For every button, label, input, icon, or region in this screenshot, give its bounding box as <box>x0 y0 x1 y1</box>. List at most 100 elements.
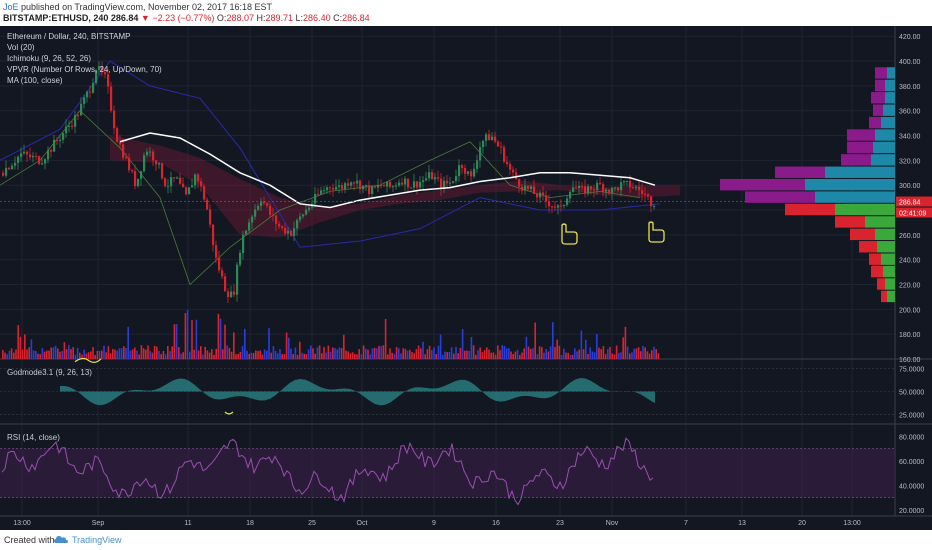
time-tick-label: 7 <box>684 520 688 527</box>
candle-body <box>86 91 89 98</box>
chart-canvas[interactable]: 420.00 400.00 380.00 360.00 340.00 320.00 300.… <box>0 26 932 530</box>
volume-bar <box>373 347 376 359</box>
candle-body <box>251 216 254 223</box>
volume-bar <box>580 330 583 359</box>
volume-bar <box>10 348 13 359</box>
legend-vpvr[interactable]: VPVR (Number Of Rows, 24, Up/Down, 70) <box>7 65 162 74</box>
candle-body <box>353 182 356 184</box>
candle-body <box>167 186 170 188</box>
candle-body <box>344 183 347 190</box>
vpvr-up-bar <box>875 129 895 141</box>
volume-bar <box>259 350 261 359</box>
volume-bar <box>351 352 354 359</box>
candle-body <box>179 177 182 184</box>
volume-bar <box>648 353 651 359</box>
candle-body <box>632 187 635 189</box>
price-tick-label: 260.00 <box>899 233 921 240</box>
volume-bar <box>266 350 268 359</box>
volume-bar <box>446 352 448 359</box>
volume-bar <box>26 349 28 359</box>
volume-bar <box>292 354 294 359</box>
volume-bar <box>492 352 495 359</box>
open-label: O: <box>216 13 227 23</box>
volume-bar <box>329 351 332 359</box>
author-link[interactable]: JoE <box>3 2 19 12</box>
time-tick-label: 13:00 <box>13 520 31 527</box>
volume-bar <box>378 345 380 359</box>
vpvr-down-bar <box>850 228 875 241</box>
candle-body <box>497 141 500 147</box>
footer: Created with TradingView <box>0 530 932 550</box>
volume-bar <box>490 352 492 359</box>
volume-bar <box>519 354 521 359</box>
candle-body <box>20 153 23 157</box>
candle-body <box>173 177 176 179</box>
chart-area[interactable]: 420.00 400.00 380.00 360.00 340.00 320.00 300.… <box>0 26 932 530</box>
volume-bar <box>635 348 638 359</box>
volume-bar <box>107 346 110 359</box>
volume-bar <box>508 348 510 359</box>
candle-body <box>266 203 269 206</box>
rsi-tick-label: 40.0000 <box>899 483 924 490</box>
volume-bar <box>479 347 481 359</box>
tradingview-link[interactable]: TradingView <box>72 535 122 545</box>
vpvr-up-bar <box>883 104 895 116</box>
vpvr-down-bar <box>881 290 887 303</box>
candle-body <box>404 178 407 185</box>
volume-bar <box>347 351 349 359</box>
volume-bar <box>466 350 468 359</box>
volume-bar <box>65 349 68 359</box>
vpvr-up-bar <box>835 203 895 216</box>
volume-bar <box>422 341 424 359</box>
legend-ichimoku[interactable]: Ichimoku (9, 26, 52, 26) <box>7 54 92 63</box>
legend-volume[interactable]: Vol (20) <box>7 43 35 52</box>
candle-body <box>350 182 353 186</box>
candle-body <box>65 126 68 134</box>
volume-bar <box>530 348 532 359</box>
candle-body <box>563 204 566 206</box>
volume-bar <box>336 349 338 359</box>
godmode-label[interactable]: Godmode3.1 (9, 26, 13) <box>7 368 92 377</box>
vpvr-up-bar <box>871 154 895 166</box>
volume-bar <box>651 350 653 359</box>
candle-body <box>2 172 5 176</box>
legend-ma[interactable]: MA (100, close) <box>7 76 63 85</box>
volume-bar <box>393 353 396 359</box>
candle-body <box>161 163 164 179</box>
volume-bar <box>21 349 24 359</box>
volume-bar <box>488 349 490 359</box>
volume-bar <box>94 354 96 359</box>
volume-bar <box>494 354 497 359</box>
candle-body <box>554 206 557 208</box>
volume-bar <box>252 352 255 359</box>
volume-bar <box>611 353 613 359</box>
volume-bar <box>175 324 178 359</box>
volume-bar <box>481 352 484 359</box>
volume-bar <box>618 352 620 359</box>
candle-body <box>539 192 542 198</box>
volume-bar <box>475 354 477 359</box>
volume-bar <box>244 328 246 359</box>
vpvr-up-bar <box>885 79 895 92</box>
volume-bar <box>545 348 547 359</box>
candle-body <box>374 186 377 188</box>
candle-body <box>23 151 26 154</box>
candle-body <box>482 140 485 148</box>
volume-bar <box>43 351 46 359</box>
candle-body <box>644 193 647 195</box>
volume-bar <box>640 351 642 359</box>
vpvr-down-bar <box>871 265 883 278</box>
volume-bar <box>255 350 257 359</box>
candle-body <box>356 180 359 184</box>
candle-body <box>488 134 491 141</box>
time-tick-label: 13:00 <box>843 520 861 527</box>
volume-bar <box>549 346 552 359</box>
candle-body <box>194 174 197 186</box>
candle-body <box>530 186 533 189</box>
rsi-label[interactable]: RSI (14, close) <box>7 433 60 442</box>
candle-body <box>506 161 509 165</box>
candle-body <box>218 257 221 271</box>
volume-bar <box>428 345 431 359</box>
volume-bar <box>283 354 286 359</box>
vpvr-up-bar <box>887 290 895 303</box>
